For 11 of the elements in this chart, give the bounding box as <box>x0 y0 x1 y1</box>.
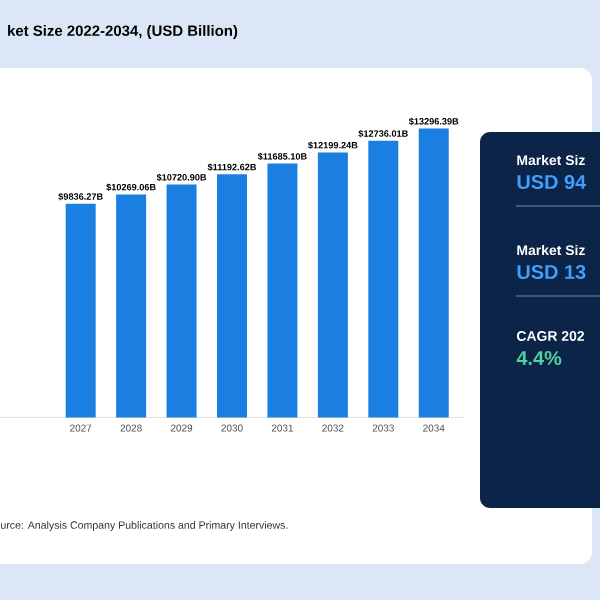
bar <box>368 140 399 418</box>
bar <box>116 194 147 418</box>
text: USD 94 <box>517 174 587 190</box>
bar <box>418 128 449 418</box>
bar <box>267 163 298 418</box>
bar <box>217 174 247 418</box>
bar <box>65 203 96 418</box>
text: 4.4% <box>516 350 562 366</box>
bar <box>166 184 197 418</box>
text: USD 13 <box>517 264 586 280</box>
bar <box>317 152 348 418</box>
